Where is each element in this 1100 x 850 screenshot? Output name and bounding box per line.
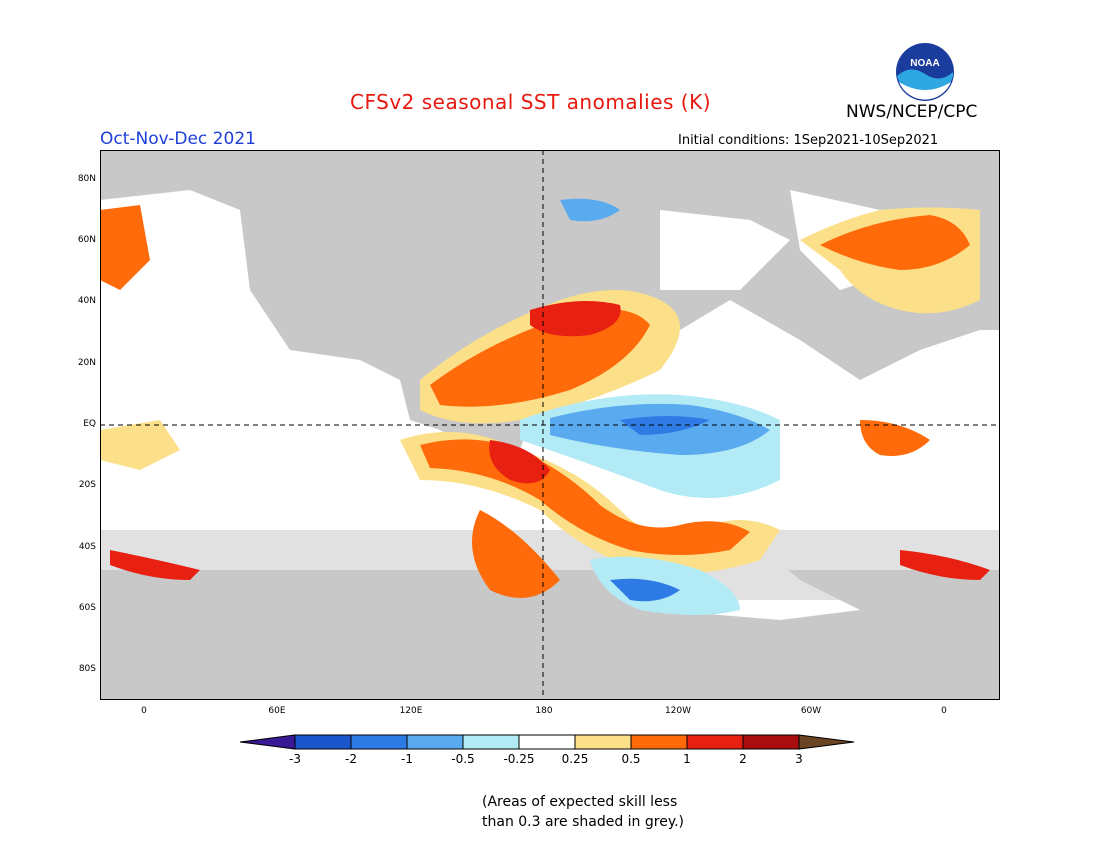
- lat-label-60s: 60S: [78, 603, 96, 613]
- colorbar-segment: [462, 734, 520, 750]
- warm-anomalies: [100, 205, 990, 598]
- skill-note-line-2: than 0.3 are shaded in grey.): [482, 814, 685, 830]
- colorbar-tick-label: 2: [739, 752, 747, 766]
- colorbar-tick-label: -3: [289, 752, 301, 766]
- colorbar: [240, 734, 855, 750]
- colorbar-tick-label: -2: [345, 752, 357, 766]
- cool-anomalies: [520, 198, 780, 615]
- lat-label-40n: 40N: [77, 296, 96, 306]
- noaa-logo: NOAA: [896, 43, 954, 101]
- lon-label-180: 180: [535, 706, 553, 716]
- noaa-logo-text: NOAA: [910, 58, 939, 69]
- colorbar-segment: [742, 734, 800, 750]
- lat-label-80s: 80S: [78, 664, 96, 674]
- lat-label-20n: 20N: [77, 358, 96, 368]
- low-skill-patches: [100, 530, 1000, 700]
- lon-label-0: 0: [141, 706, 147, 716]
- colorbar-segment: [574, 734, 632, 750]
- lon-label-120w: 120W: [664, 706, 692, 716]
- colorbar-segment: [630, 734, 688, 750]
- lat-label-40s: 40S: [78, 542, 96, 552]
- season-label: Oct-Nov-Dec 2021: [100, 129, 256, 149]
- lat-label-60n: 60N: [77, 235, 96, 245]
- lon-label-60e: 60E: [268, 706, 286, 716]
- lon-label-0-right: 0: [941, 706, 947, 716]
- colorbar-tick-label: 1: [683, 752, 691, 766]
- colorbar-segment: [294, 734, 352, 750]
- colorbar-tick-label: 3: [795, 752, 803, 766]
- colorbar-tick-label: -1: [401, 752, 413, 766]
- initial-conditions-label: Initial conditions: 1Sep2021-10Sep2021: [678, 133, 939, 148]
- map-title: CFSv2 seasonal SST anomalies (K): [350, 90, 711, 114]
- colorbar-tick-label: 0.5: [621, 752, 641, 766]
- colorbar-low-triangle: [240, 734, 296, 750]
- sst-anomaly-map: [100, 150, 1000, 700]
- organization-label: NWS/NCEP/CPC: [846, 102, 978, 122]
- colorbar-tick-label: -0.25: [503, 752, 535, 766]
- lon-label-60w: 60W: [800, 706, 822, 716]
- colorbar-tick-label: -0.5: [451, 752, 475, 766]
- lat-label-80n: 80N: [77, 174, 96, 184]
- colorbar-segment: [518, 734, 576, 750]
- lat-label-20s: 20S: [78, 480, 96, 490]
- colorbar-high-triangle: [798, 734, 855, 750]
- colorbar-segment: [350, 734, 408, 750]
- lon-label-120e: 120E: [399, 706, 423, 716]
- colorbar-tick-label: 0.25: [561, 752, 589, 766]
- colorbar-segment: [686, 734, 744, 750]
- lat-label-eq: EQ: [83, 419, 96, 429]
- colorbar-segment: [406, 734, 464, 750]
- skill-note: (Areas of expected skill less than 0.3 a…: [430, 792, 760, 832]
- skill-note-line-1: (Areas of expected skill less: [482, 794, 678, 810]
